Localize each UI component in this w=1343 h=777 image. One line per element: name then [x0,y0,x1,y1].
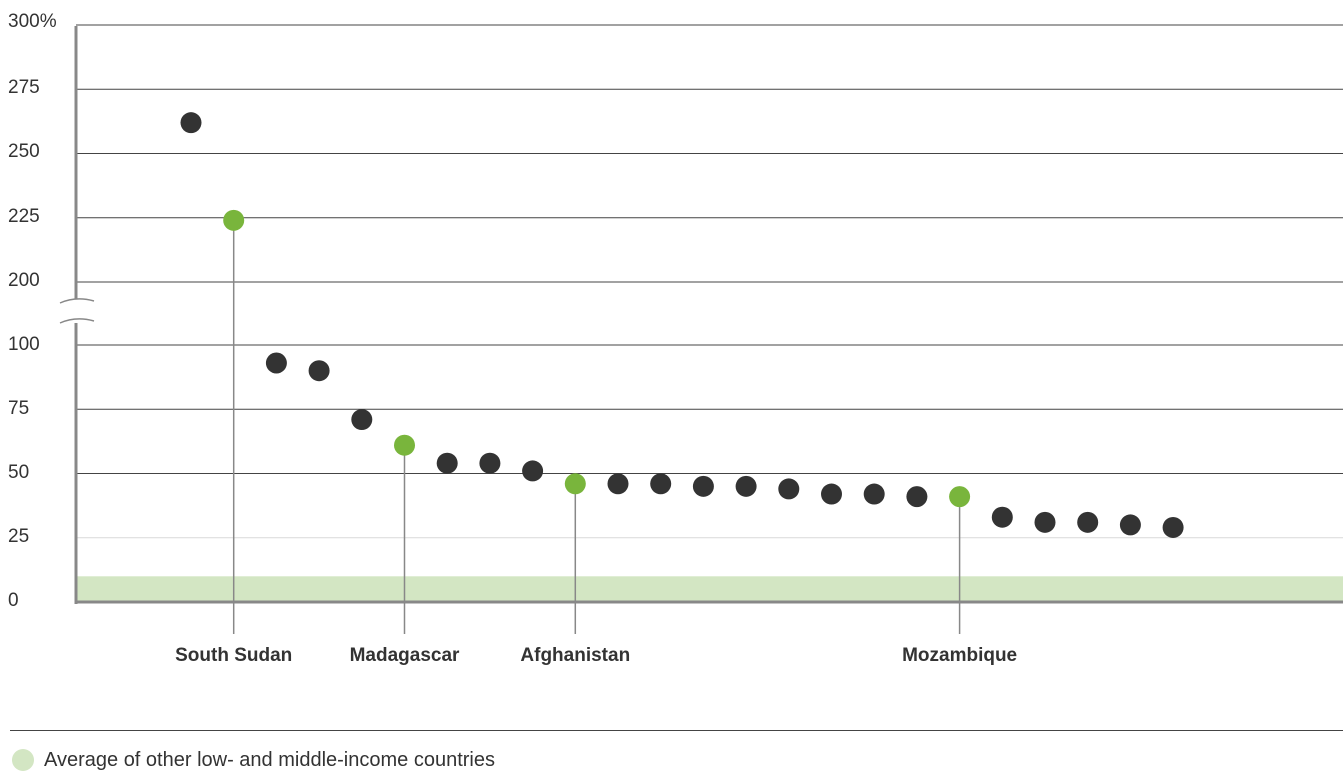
y-axis [59,26,1343,604]
y-tick-label: 250 [8,141,40,162]
axis-break-mark [59,318,95,324]
data-point [692,475,714,497]
y-tick-label: 225 [8,206,40,227]
axis-break-mark [59,298,95,304]
y-tick-label: 50 [8,462,29,483]
data-point [351,409,373,431]
average-band [76,576,1343,602]
data-point [1034,511,1056,533]
data-point [1162,516,1184,538]
data-point [821,483,842,505]
y-tick-label: 100 [8,334,40,355]
highlight-point [223,209,245,231]
data-points [180,112,1184,538]
data-point [778,478,800,500]
label-leaders [232,220,961,634]
data-point [906,486,928,508]
country-label: Afghanistan [520,645,630,666]
y-tick-label: 275 [8,77,40,98]
country-label: Madagascar [350,645,460,666]
legend-divider [10,730,1343,731]
country-labels: South Sudan Madagascar Afghanistan Mozambiq… [175,645,1017,666]
y-tick-label: 200 [8,270,40,291]
data-point [735,475,757,497]
data-point [863,483,885,505]
legend-swatch [12,749,34,771]
data-point [607,473,629,495]
data-point [180,112,202,134]
axis-break-marks [59,298,95,324]
data-point [1119,514,1141,536]
data-point [265,352,287,374]
data-point [522,460,544,482]
data-point [991,506,1013,528]
gridlines [76,24,1343,539]
y-tick-label: 300% [8,11,57,32]
data-point [479,452,501,474]
data-point [436,452,458,474]
data-point [308,360,330,382]
data-point [1077,511,1099,533]
highlight-point [564,473,586,495]
y-tick-label: 75 [8,398,29,419]
y-tick-label: 25 [8,526,29,547]
highlight-point [394,434,415,456]
legend-label: Average of other low- and middle-income … [44,748,495,771]
country-label: South Sudan [175,645,292,666]
y-tick-label: 0 [8,590,19,611]
country-label: Mozambique [902,645,1017,666]
legend: Average of other low- and middle-income … [12,747,495,773]
data-point [650,473,672,495]
highlight-point [949,486,971,508]
